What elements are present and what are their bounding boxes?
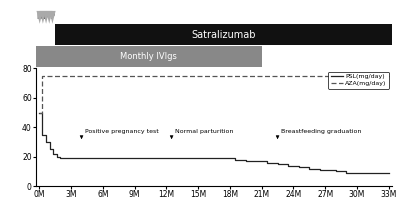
Text: IVMP: IVMP	[36, 12, 55, 21]
Text: Monthly IVIgs: Monthly IVIgs	[120, 52, 177, 61]
Text: Breastfeeding graduation: Breastfeeding graduation	[281, 129, 361, 134]
Legend: PSL(mg/day), AZA(mg/day): PSL(mg/day), AZA(mg/day)	[328, 72, 389, 89]
Text: Normal parturition: Normal parturition	[175, 129, 233, 134]
Text: Satralizumab: Satralizumab	[191, 30, 256, 40]
Text: Positive pregnancy test: Positive pregnancy test	[85, 129, 158, 134]
